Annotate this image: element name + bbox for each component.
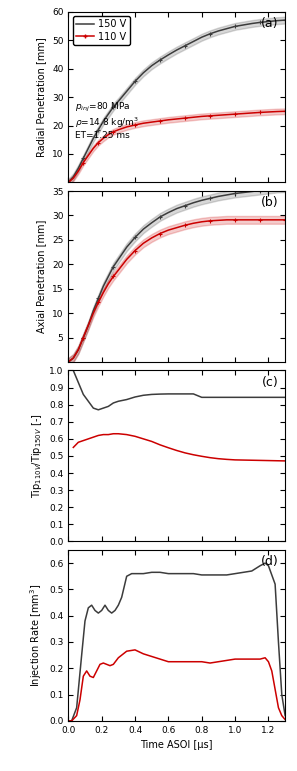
Y-axis label: Tip$_{110V}$/Tip$_{150V}$ [-]: Tip$_{110V}$/Tip$_{150V}$ [-] bbox=[29, 413, 44, 498]
Text: $p_{inj}$=80 MPa
$\rho$=14.8 kg/m$^3$
ET=1.25 ms: $p_{inj}$=80 MPa $\rho$=14.8 kg/m$^3$ ET… bbox=[75, 100, 139, 140]
Text: (d): (d) bbox=[261, 555, 279, 568]
Y-axis label: Radial Penetration [mm]: Radial Penetration [mm] bbox=[37, 37, 46, 157]
Legend: 150 V, 110 V: 150 V, 110 V bbox=[73, 16, 129, 45]
Y-axis label: Axial Penetration [mm]: Axial Penetration [mm] bbox=[37, 220, 46, 333]
X-axis label: Time ASOI [μs]: Time ASOI [μs] bbox=[140, 740, 213, 750]
Text: (c): (c) bbox=[262, 375, 279, 389]
Y-axis label: Injection Rate [mm$^3$]: Injection Rate [mm$^3$] bbox=[28, 584, 44, 687]
Text: (b): (b) bbox=[261, 196, 279, 209]
Text: (a): (a) bbox=[261, 17, 279, 30]
